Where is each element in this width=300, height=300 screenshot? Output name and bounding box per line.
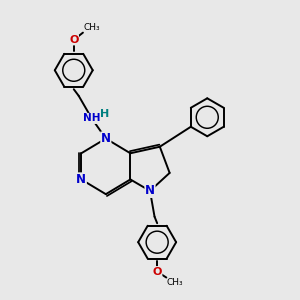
Text: H: H — [100, 109, 109, 118]
Text: O: O — [69, 35, 79, 45]
Text: N: N — [101, 132, 111, 145]
Text: N: N — [76, 173, 86, 186]
Text: CH₃: CH₃ — [167, 278, 184, 287]
Text: O: O — [152, 267, 162, 277]
Text: NH: NH — [83, 113, 100, 123]
Text: CH₃: CH₃ — [84, 23, 100, 32]
Text: N: N — [145, 184, 155, 197]
